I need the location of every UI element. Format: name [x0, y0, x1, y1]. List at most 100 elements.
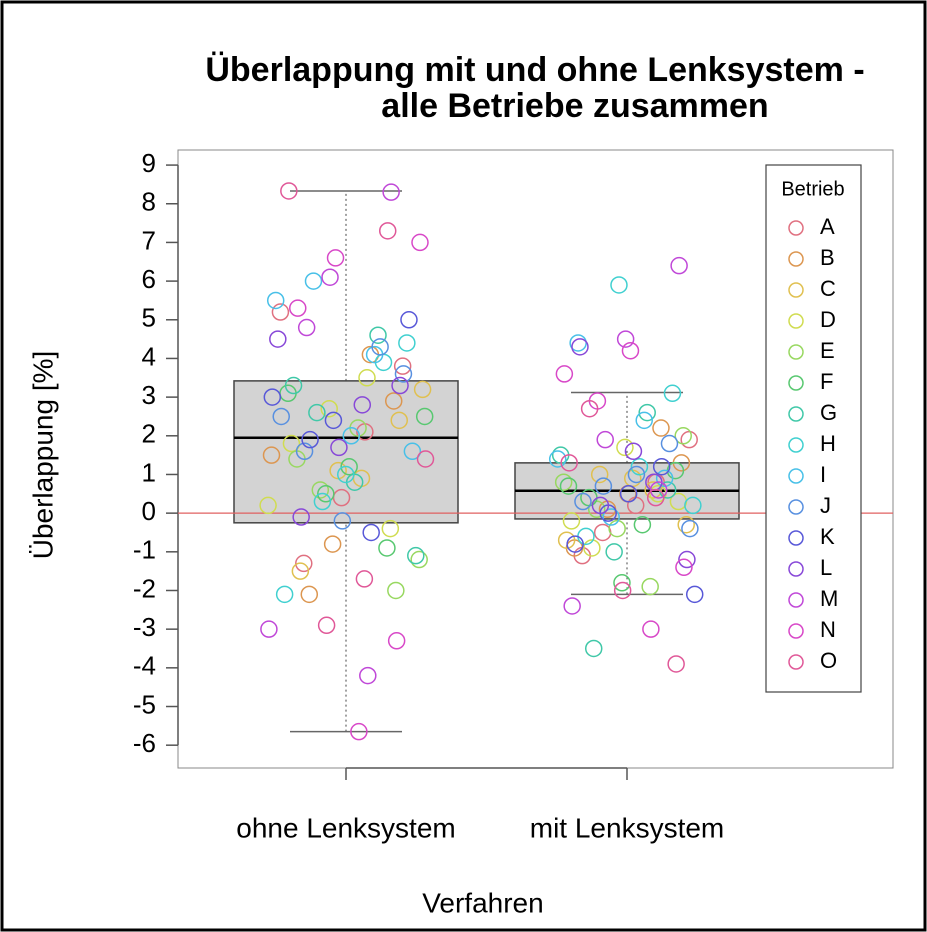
point: [566, 535, 584, 553]
point: [289, 299, 307, 317]
point: [263, 388, 282, 406]
point: [548, 450, 567, 468]
point: [660, 434, 679, 453]
y-tick-label: 5: [142, 303, 156, 333]
point: [291, 562, 310, 580]
point: [641, 577, 659, 596]
point: [378, 222, 397, 240]
point: [554, 473, 573, 491]
point: [621, 341, 640, 360]
point: [262, 446, 281, 464]
point: [369, 326, 387, 344]
point: [681, 519, 699, 538]
point: [359, 666, 377, 685]
point: [684, 496, 702, 515]
point: [610, 276, 628, 294]
point: [613, 581, 632, 600]
point: [619, 485, 638, 503]
point: [563, 597, 581, 615]
point: [313, 492, 332, 511]
legend-marker: [788, 592, 804, 608]
y-tick-label: -5: [133, 689, 156, 719]
point: [282, 434, 301, 453]
point: [574, 492, 592, 511]
point: [340, 457, 358, 476]
legend-title: Betrieb: [781, 178, 844, 200]
point: [591, 496, 610, 515]
y-tick-label: 9: [142, 148, 156, 178]
y-axis-label: Überlappung [%]: [27, 351, 58, 560]
y-tick-label: 8: [142, 187, 156, 217]
chart-title: alle Betriebe zusammen: [381, 87, 768, 125]
point: [670, 256, 688, 275]
point: [633, 515, 652, 534]
point: [398, 334, 416, 352]
point: [407, 546, 425, 565]
point: [655, 469, 674, 488]
point: [557, 531, 576, 549]
point: [269, 330, 287, 348]
point: [275, 585, 294, 604]
point: [284, 376, 303, 395]
point: [350, 722, 368, 741]
point: [260, 620, 278, 638]
point: [624, 442, 643, 461]
point: [613, 574, 631, 592]
point: [400, 311, 418, 329]
legend-marker: [788, 437, 804, 453]
legend-marker: [788, 499, 804, 515]
point: [317, 485, 335, 503]
legend-marker: [788, 654, 804, 670]
point: [292, 508, 310, 526]
point: [638, 403, 656, 422]
point: [358, 369, 376, 387]
point: [580, 399, 599, 418]
point: [594, 477, 613, 495]
point: [300, 585, 319, 604]
y-tick-label: -1: [133, 535, 156, 565]
point: [560, 454, 578, 472]
point: [652, 419, 670, 437]
point: [415, 407, 434, 426]
y-tick-label: -4: [133, 651, 156, 681]
point: [630, 457, 649, 476]
point: [272, 407, 290, 426]
point: [608, 519, 626, 538]
point: [371, 338, 389, 356]
point: [390, 411, 409, 430]
point: [411, 233, 429, 252]
y-tick-label: 4: [142, 341, 156, 371]
legend-marker: [788, 623, 804, 639]
legend-box: [765, 164, 862, 693]
legend-label: C: [820, 276, 836, 301]
point: [337, 465, 355, 484]
legend-label: D: [820, 307, 836, 332]
point: [362, 523, 380, 542]
point: [317, 616, 336, 635]
x-axis-label: Verfahren: [422, 887, 543, 918]
point: [583, 539, 601, 557]
legend-label: O: [820, 648, 837, 673]
legend-marker: [788, 282, 804, 298]
point: [321, 268, 339, 286]
legend-label: I: [820, 462, 826, 487]
point: [413, 380, 432, 399]
legend-label: A: [820, 214, 835, 239]
legend-label: E: [820, 338, 835, 363]
point: [393, 357, 412, 375]
legend-label: N: [820, 617, 836, 642]
point: [602, 508, 620, 526]
point: [295, 554, 313, 573]
point: [562, 512, 581, 530]
point: [326, 249, 345, 267]
y-tick-label: -3: [133, 612, 156, 642]
y-tick-label: 1: [142, 457, 156, 487]
legend-label: M: [820, 586, 838, 611]
y-tick-label: -2: [133, 573, 156, 603]
point: [667, 655, 685, 673]
point: [353, 396, 372, 414]
point: [304, 272, 323, 290]
legend-marker: [788, 313, 804, 329]
point: [584, 639, 603, 658]
x-tick-label: mit Lenksystem: [530, 812, 725, 843]
